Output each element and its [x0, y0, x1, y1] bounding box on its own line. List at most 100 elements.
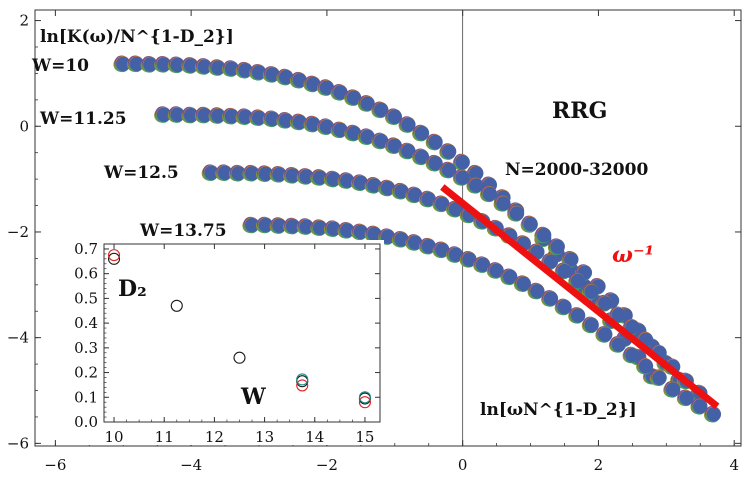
inset-point: [107, 252, 121, 265]
inset-y-tick-label: 0.0: [74, 413, 98, 431]
inset-x-tick-label: 14: [305, 428, 324, 446]
data-point: [129, 56, 145, 72]
data-point: [693, 399, 708, 414]
data-point: [251, 110, 267, 126]
data-point: [272, 167, 287, 182]
fit-label: ω⁻¹: [612, 242, 654, 268]
data-point: [245, 217, 260, 233]
data-point: [421, 239, 436, 254]
inset-point: [358, 391, 371, 404]
data-point: [374, 133, 389, 149]
inset-y-tick-label: 0.4: [74, 314, 98, 332]
data-point: [272, 218, 287, 233]
x-tick-label: −6: [44, 456, 66, 474]
data-point: [367, 178, 382, 193]
data-point: [611, 337, 627, 352]
data-point: [353, 175, 369, 191]
data-point: [394, 232, 409, 247]
y-axis-label: ln[K(ω)/N^{1-D_2}]: [40, 27, 234, 47]
series-label-w12-5: W=12.5: [103, 163, 179, 183]
data-point: [455, 170, 470, 185]
inset-point: [296, 373, 309, 386]
inset-x-tick-label: 10: [104, 428, 123, 446]
data-point: [156, 107, 172, 122]
data-point: [346, 125, 362, 141]
inset-x-label: W: [240, 384, 266, 410]
data-point: [496, 196, 511, 211]
data-point: [333, 85, 348, 100]
data-point: [543, 291, 559, 306]
data-point: [346, 90, 362, 105]
data-point: [564, 252, 579, 267]
inset-x-tick-label: 12: [205, 428, 224, 446]
data-point: [204, 165, 219, 180]
data-point: [170, 57, 185, 73]
data-point: [197, 107, 212, 123]
data-point: [340, 223, 355, 238]
inset-y-tick-label: 0.1: [74, 388, 98, 406]
data-point: [428, 134, 443, 150]
data-point: [598, 327, 613, 342]
data-point: [292, 114, 307, 130]
data-point: [224, 61, 240, 76]
inset-y-tick-label: 0.2: [74, 364, 98, 382]
data-point: [374, 102, 389, 118]
data-point: [197, 59, 212, 74]
x-tick-label: 0: [458, 456, 468, 474]
inset-y-tick-label: 0.7: [74, 240, 98, 258]
data-point: [211, 60, 226, 75]
data-point: [353, 224, 369, 240]
data-point: [319, 119, 335, 134]
data-point: [523, 216, 538, 232]
plot-frame: [34, 9, 742, 447]
data-point: [489, 263, 504, 278]
fit-line: [440, 184, 720, 410]
data-point: [625, 347, 640, 363]
data-point: [407, 235, 423, 250]
data-point: [245, 166, 260, 181]
data-point: [584, 317, 599, 333]
data-point: [509, 206, 525, 221]
data-point: [536, 227, 552, 243]
data-point: [278, 69, 294, 85]
data-point: [557, 299, 572, 315]
data-point: [665, 382, 681, 397]
data-point: [156, 57, 172, 72]
data-point: [435, 196, 450, 212]
data-point: [482, 186, 498, 202]
data-point: [211, 108, 226, 123]
data-point: [448, 202, 464, 217]
data-point: [469, 178, 484, 193]
data-point: [414, 149, 430, 165]
data-point: [360, 96, 375, 111]
data-point: [306, 116, 321, 132]
data-point: [238, 63, 253, 78]
data-point: [238, 109, 253, 124]
inset-x-tick-label: 15: [355, 428, 374, 446]
series-label-w11-25: W=11.25: [39, 109, 127, 129]
data-point: [448, 247, 464, 262]
data-point: [333, 122, 348, 138]
data-point: [265, 67, 280, 82]
data-point: [394, 184, 409, 199]
y-tick-label: −6: [7, 434, 29, 452]
series-label-w13-75: W=13.75: [139, 221, 227, 241]
y-tick-label: 0: [19, 117, 29, 135]
data-point: [183, 58, 199, 73]
inset-y-tick-label: 0.5: [74, 289, 98, 307]
chart-subtitle: N=2000-32000: [505, 160, 648, 180]
data-point: [407, 187, 423, 203]
data-point: [401, 117, 416, 132]
data-point: [224, 109, 240, 124]
data-point: [340, 173, 355, 188]
data-point: [598, 296, 613, 311]
y-tick-label: 2: [19, 12, 29, 30]
x-tick-label: −4: [180, 456, 202, 474]
data-point: [706, 407, 722, 422]
data-point: [441, 162, 457, 178]
data-point: [251, 65, 267, 80]
data-point: [312, 220, 328, 235]
inset-point: [170, 299, 183, 312]
data-point: [217, 165, 233, 180]
data-point: [380, 229, 396, 244]
